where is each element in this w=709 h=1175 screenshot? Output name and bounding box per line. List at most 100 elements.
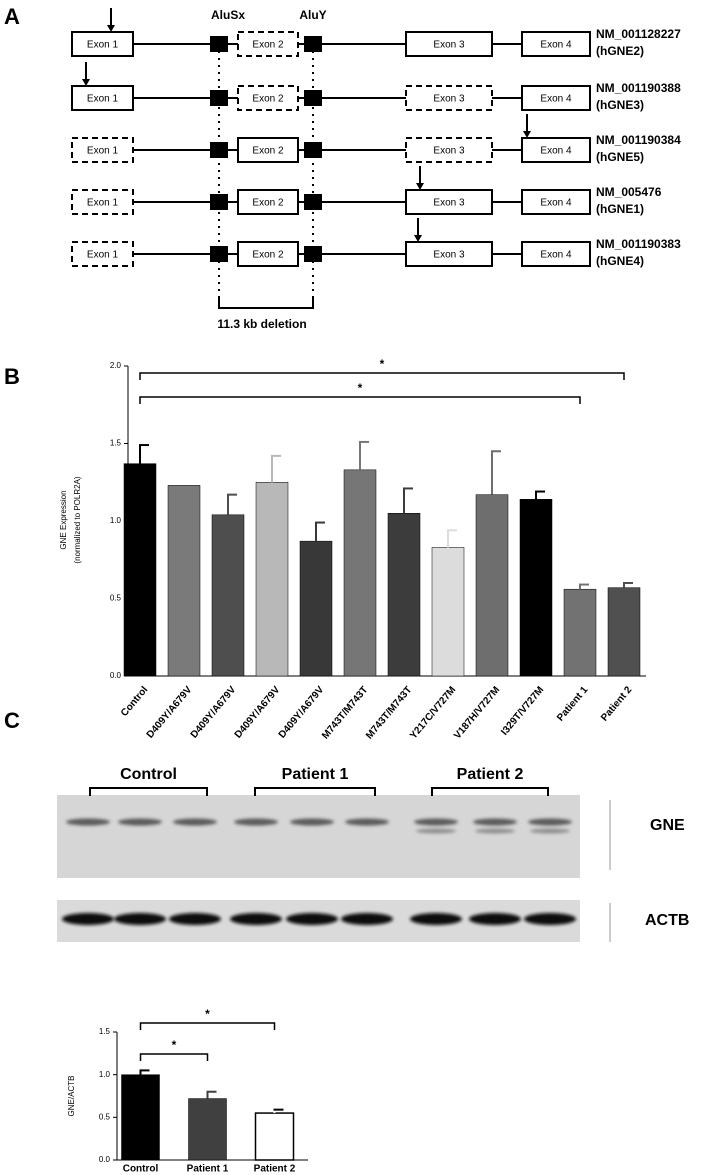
exon-box: [237, 85, 299, 111]
bar: [188, 1098, 227, 1161]
exon-label: Exon 2: [252, 94, 284, 105]
blot-band: [234, 818, 278, 826]
accession: NM_005476: [596, 185, 662, 199]
alu-element: [304, 90, 322, 106]
blot-band: [62, 913, 114, 925]
bar: [431, 547, 465, 677]
alu-element: [210, 90, 228, 106]
blot-band: [66, 818, 110, 826]
exon-box: [71, 189, 134, 215]
exon-label: Exon 4: [540, 250, 572, 261]
blot-band: [345, 818, 389, 826]
alu-element: [210, 142, 228, 158]
bar: [167, 485, 201, 677]
x-tick-label: D409Y/A679V: [233, 684, 283, 740]
y-tick-label: 0.0: [110, 671, 122, 680]
blot-band: [286, 913, 338, 925]
alu-label: AluSx: [211, 8, 245, 22]
exon-box: [405, 241, 493, 267]
exon-box: [237, 241, 299, 267]
blot-row-label: ACTB: [645, 912, 689, 929]
exon-box: [405, 85, 493, 111]
group-bracket: [431, 787, 549, 796]
bar: [343, 469, 377, 677]
alu-element: [210, 246, 228, 262]
significance-label: *: [380, 357, 385, 371]
y-tick-label: 1.5: [99, 1027, 111, 1036]
exon-label: Exon 2: [252, 198, 284, 209]
arrow-head: [414, 235, 422, 242]
y-axis-label: (normalized to POLR2A): [73, 476, 82, 563]
exon-box: [521, 241, 591, 267]
exon-label: Exon 2: [252, 146, 284, 157]
bar: [121, 1074, 160, 1161]
isoform: (hGNE4): [596, 254, 644, 268]
y-tick-label: 1.5: [110, 439, 122, 448]
bar: [607, 587, 641, 677]
exon-box: [405, 189, 493, 215]
group-bracket: [89, 787, 208, 796]
y-axis-label: GNE Expression: [59, 490, 68, 549]
exon-label: Exon 2: [252, 40, 284, 51]
significance-label: *: [358, 381, 363, 395]
exon-box: [521, 137, 591, 163]
y-tick-label: 2.0: [110, 361, 122, 370]
significance-bracket: [139, 1053, 209, 1061]
blot-row-label: GNE: [650, 817, 685, 834]
blot-band: [114, 913, 166, 925]
blot-band: [118, 818, 162, 826]
blot-band: [469, 913, 521, 925]
panel-label: A: [4, 4, 20, 29]
exon-box: [521, 189, 591, 215]
bar: [255, 482, 289, 677]
exon-box: [237, 137, 299, 163]
y-tick-label: 0.5: [110, 594, 122, 603]
x-tick-label: Control: [123, 1164, 159, 1175]
isoform: (hGNE1): [596, 202, 644, 216]
arrow-head: [107, 25, 115, 32]
x-tick-label: Y217C/V727M: [408, 685, 458, 742]
exon-label: Exon 3: [433, 198, 465, 209]
exon-box: [71, 241, 134, 267]
x-tick-label: V187H/V727M: [452, 685, 502, 742]
significance-bracket: [139, 396, 581, 404]
alu-element: [304, 36, 322, 52]
blot-band: [173, 818, 217, 826]
exon-label: Exon 3: [433, 250, 465, 261]
exon-box: [405, 137, 493, 163]
blot-band: [475, 828, 515, 834]
isoform: (hGNE3): [596, 98, 644, 112]
blot-band: [169, 913, 221, 925]
exon-box: [237, 189, 299, 215]
y-tick-label: 1.0: [110, 516, 122, 525]
y-tick-label: 0.0: [99, 1155, 111, 1164]
deletion-label: 11.3 kb deletion: [217, 317, 306, 331]
alu-element: [210, 36, 228, 52]
panel-label: B: [4, 364, 20, 389]
x-tick-label: Patient 2: [254, 1164, 296, 1175]
bar: [387, 513, 421, 677]
exon-label: Exon 4: [540, 146, 572, 157]
blot-group-label: Control: [120, 766, 177, 783]
x-tick-label: D409Y/A679V: [189, 684, 239, 740]
accession: NM_001128227: [596, 27, 681, 41]
significance-bracket: [139, 372, 625, 380]
significance-label: *: [205, 1007, 210, 1021]
exon-box: [405, 31, 493, 57]
exon-label: Exon 3: [433, 146, 465, 157]
exon-label: Exon 2: [252, 250, 284, 261]
x-tick-label: M743T/M743T: [320, 685, 370, 742]
x-tick-label: Patient 2: [599, 684, 634, 723]
exon-label: Exon 3: [433, 94, 465, 105]
x-tick-label: Patient 1: [555, 684, 590, 723]
arrow-head: [523, 131, 531, 138]
alu-element: [210, 194, 228, 210]
exon-label: Exon 1: [87, 146, 119, 157]
blot-band: [473, 818, 517, 826]
exon-label: Exon 3: [433, 40, 465, 51]
exon-box: [71, 137, 134, 163]
blot-band: [416, 828, 456, 834]
y-tick-label: 0.5: [99, 1112, 111, 1121]
arrow-head: [82, 79, 90, 86]
